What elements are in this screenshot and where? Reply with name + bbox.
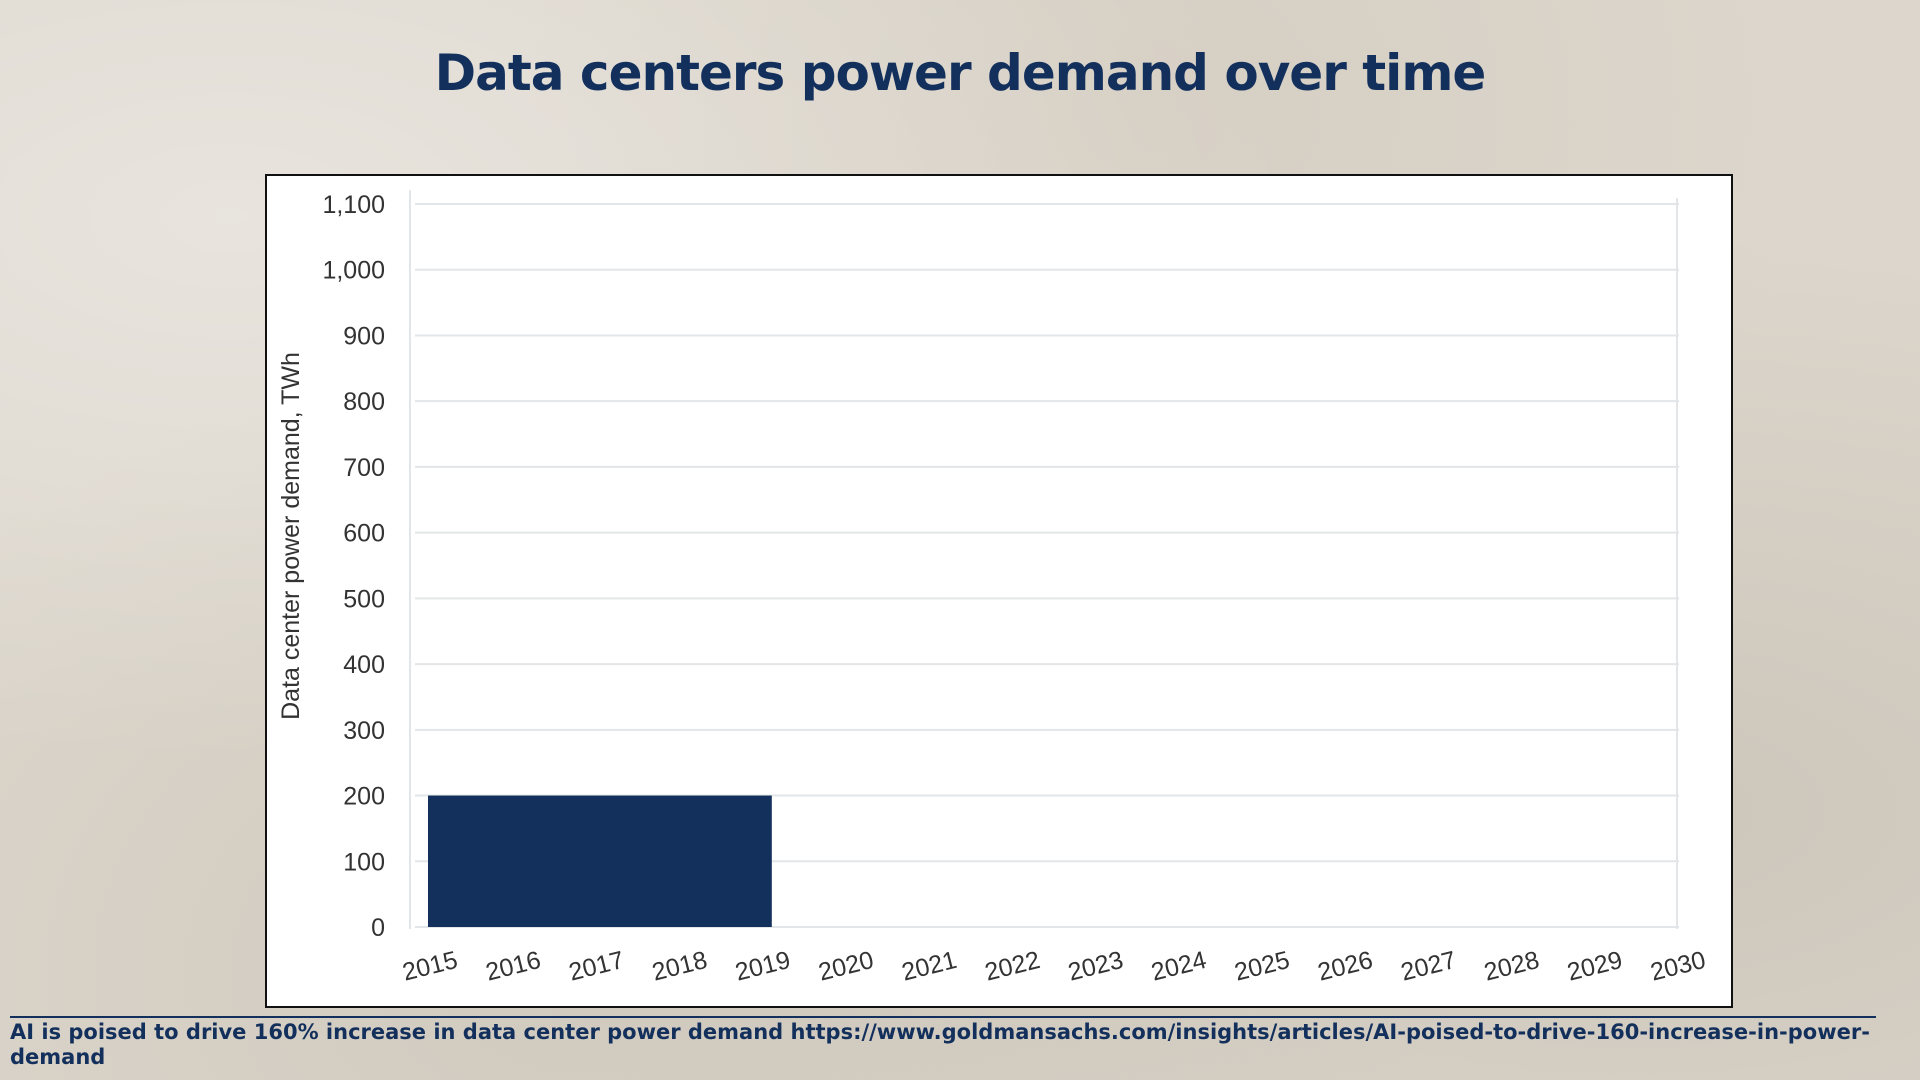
slide-title: Data centers power demand over time — [434, 44, 1487, 102]
x-axis-ticks: 2015 2016 2017 2018 2019 2020 2021 2022 2023 2024… — [400, 946, 1709, 987]
y-tick-label: 200 — [343, 783, 385, 811]
footer-divider — [10, 1016, 1876, 1018]
y-tick-label: 700 — [343, 454, 385, 482]
x-tick-label: 2028 — [1481, 946, 1542, 987]
y-tick-label: 100 — [343, 848, 385, 876]
x-tick-label: 2020 — [816, 946, 877, 987]
y-tick-label: 1,100 — [322, 191, 385, 219]
y-axis-ticks: 0 100 200 300 400 500 600 700 800 900 1,000 1,100 — [322, 191, 385, 942]
x-tick-label: 2016 — [483, 946, 544, 987]
x-tick-label: 2026 — [1315, 946, 1376, 987]
y-axis-label: Data center power demand, TWh — [277, 352, 305, 720]
y-tick-label: 300 — [343, 717, 385, 745]
x-tick-label: 2022 — [982, 946, 1043, 987]
x-tick-label: 2030 — [1648, 946, 1709, 987]
x-tick-label: 2027 — [1398, 946, 1459, 987]
x-tick-label: 2015 — [400, 946, 461, 987]
y-tick-label: 1,000 — [322, 257, 385, 285]
source-note: AI is poised to drive 160% increase in d… — [10, 1020, 1870, 1069]
x-tick-label: 2019 — [732, 946, 793, 987]
grid-lines — [409, 190, 1679, 929]
x-tick-label: 2023 — [1065, 946, 1126, 987]
y-tick-label: 0 — [371, 914, 385, 942]
bar-chart: 0 100 200 300 400 500 600 700 800 900 1,000 1,100 2… — [277, 190, 1709, 987]
y-tick-label: 500 — [343, 585, 385, 613]
x-tick-label: 2029 — [1564, 946, 1625, 987]
x-tick-label: 2021 — [899, 946, 960, 987]
x-tick-label: 2024 — [1148, 946, 1209, 987]
y-tick-label: 800 — [343, 388, 385, 416]
y-tick-label: 400 — [343, 651, 385, 679]
chart-frame: 0 100 200 300 400 500 600 700 800 900 1,000 1,100 2… — [265, 174, 1733, 1008]
bars — [428, 795, 772, 927]
x-tick-label: 2025 — [1232, 946, 1293, 987]
x-tick-label: 2017 — [566, 946, 627, 987]
y-tick-label: 600 — [343, 520, 385, 548]
y-tick-label: 900 — [343, 322, 385, 350]
bar — [428, 795, 772, 927]
x-tick-label: 2018 — [649, 946, 710, 987]
